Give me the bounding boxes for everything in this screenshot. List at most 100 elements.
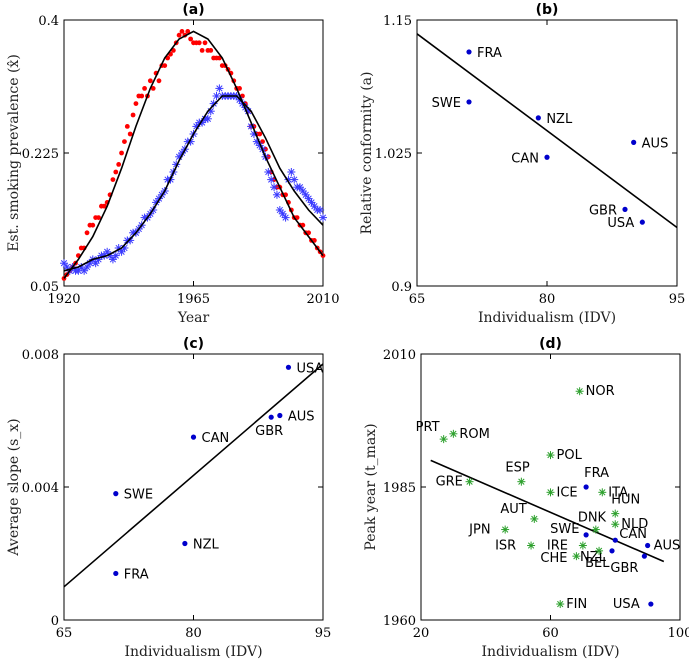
- data-point-dot: [237, 86, 242, 91]
- data-point-dot: [110, 177, 116, 183]
- data-point-dot: [176, 32, 182, 38]
- data-point-asterisk-d2: [104, 248, 111, 255]
- y-axis-label: Relative conformity (a): [359, 72, 375, 235]
- data-point-dot: [119, 150, 124, 156]
- point-label-gre: GRE: [436, 475, 463, 490]
- data-point-asterisk-d2: [273, 191, 281, 198]
- data-point-dot: [150, 86, 156, 91]
- data-point-dot: [260, 139, 265, 145]
- data-point-asterisk-d2: [80, 267, 88, 274]
- point-label-fin: FIN: [566, 597, 587, 612]
- data-point-asterisk: [316, 206, 325, 214]
- data-point-aus: [277, 412, 283, 419]
- data-point-asterisk-d2: [285, 176, 292, 183]
- data-point-asterisk: [290, 175, 299, 184]
- data-point-aut: [530, 514, 539, 523]
- point-label-nzl: NZL: [580, 550, 607, 565]
- x-axis-label: Year: [177, 310, 210, 326]
- data-point-ice: [546, 488, 555, 497]
- data-point-fra: [583, 484, 589, 490]
- data-point-dot: [156, 78, 162, 84]
- data-point-gbr: [622, 206, 628, 212]
- point-label-fra: FRA: [584, 466, 609, 481]
- y-axis-label: Average slope (s_x): [6, 418, 22, 556]
- data-point-asterisk: [270, 183, 279, 192]
- data-point-gbr: [268, 414, 274, 420]
- point-label-swe: SWE: [124, 488, 153, 503]
- data-point-asterisk: [209, 99, 218, 108]
- y-tick-label: 1.025: [375, 147, 412, 162]
- point-label-ice: ICE: [557, 485, 578, 500]
- data-point-dot: [257, 131, 263, 137]
- fit-curve-1: [63, 30, 324, 279]
- axes-box: [416, 19, 678, 287]
- point-label-nor: NOR: [586, 384, 615, 399]
- panel-c: 65 80 95 0 0.004 0.008 (c) Individualism (IDV) A…: [6, 336, 331, 660]
- data-point-asterisk-d2: [121, 244, 128, 252]
- data-point-asterisk-d2: [276, 206, 283, 214]
- panel-a: 1920 1965 2010 0.05 0.225 0.4 (a) Year Est. smok…: [6, 2, 340, 326]
- y-axis-label: Est. smoking prevalence (x̂): [6, 54, 22, 252]
- y-tick-label: 0.4: [38, 14, 59, 29]
- point-label-jpn: JPN: [468, 523, 490, 538]
- data-point-dot: [96, 215, 101, 221]
- regression-line: [416, 33, 678, 229]
- data-point-rom-d2: [450, 430, 457, 437]
- x-tick-label: 65: [409, 292, 426, 307]
- point-label-gbr: GBR: [589, 203, 617, 218]
- data-point-asterisk-d2: [63, 263, 71, 271]
- data-point-asterisk: [272, 190, 281, 199]
- y-tick-label: 0.225: [22, 147, 59, 162]
- data-point-che-d2: [573, 553, 580, 560]
- data-point-usa: [639, 219, 645, 225]
- point-label-swe: SWE: [432, 96, 461, 111]
- data-point-dot: [101, 203, 107, 209]
- regression-line: [430, 459, 665, 563]
- data-point-dot: [162, 63, 168, 68]
- data-point-dot: [185, 29, 191, 34]
- data-point-dot: [84, 230, 90, 236]
- point-label-aus: AUS: [642, 136, 669, 151]
- point-label-aut: AUT: [500, 502, 526, 517]
- point-label-gbr: GBR: [255, 424, 283, 439]
- data-point-aus: [631, 139, 637, 145]
- data-point-dot: [113, 169, 119, 175]
- x-tick-label: 80: [185, 626, 202, 641]
- data-point-dot: [122, 139, 127, 145]
- data-point-dnk-d2: [592, 526, 599, 533]
- data-point-asterisk-d2: [288, 168, 295, 176]
- y-tick-label: 1985: [383, 481, 416, 496]
- point-label-fra: FRA: [477, 46, 502, 61]
- data-point-prt: [439, 435, 448, 444]
- x-tick-label: 95: [315, 626, 332, 641]
- data-point-asterisk: [281, 213, 290, 222]
- data-point-che: [572, 552, 581, 561]
- data-point-jpn: [501, 525, 510, 534]
- point-label-gbr: GBR: [610, 561, 638, 576]
- point-label-aus: AUS: [288, 410, 315, 425]
- data-point-pol-d2: [547, 451, 554, 459]
- data-point-asterisk-d2: [302, 191, 309, 198]
- data-point-swe: [583, 532, 589, 538]
- data-point-dot: [116, 162, 122, 167]
- data-point-prt-d2: [440, 435, 447, 443]
- data-point-dot: [147, 78, 153, 84]
- y-tick-label: 2010: [383, 348, 416, 363]
- data-point-dot: [179, 29, 185, 34]
- panel-title: (a): [182, 2, 204, 18]
- data-point-aut-d2: [531, 515, 538, 523]
- panel-title: (c): [183, 336, 204, 352]
- data-point-asterisk-d2: [210, 100, 217, 107]
- y-tick-label: 0: [51, 614, 59, 629]
- point-label-isr: ISR: [495, 539, 516, 554]
- data-point-asterisk-d2: [213, 92, 220, 100]
- point-label-fra: FRA: [124, 567, 149, 582]
- x-tick-label: 65: [56, 626, 73, 641]
- point-label-hun: HUN: [611, 493, 640, 508]
- point-label-nzl: NZL: [193, 538, 220, 553]
- data-point-asterisk: [310, 202, 319, 211]
- panel-d: 20 60 100 1960 1985 2010 (d) Individualism (IDV…: [363, 336, 689, 660]
- y-tick-label: 0.05: [30, 280, 59, 295]
- data-point-nld: [611, 520, 620, 529]
